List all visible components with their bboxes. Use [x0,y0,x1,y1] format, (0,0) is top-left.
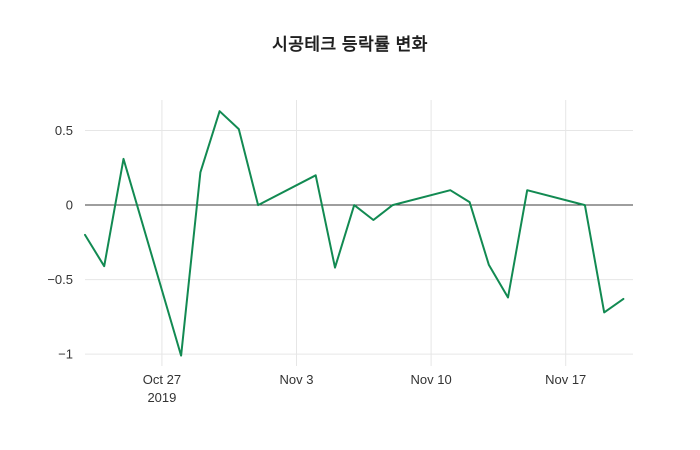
y-tick-label: 0 [66,198,73,213]
x-tick-label: Nov 17 [545,372,586,387]
chart-title: 시공테크 등락률 변화 [272,35,428,54]
y-tick-label: −1 [58,347,73,362]
y-tick-label: −0.5 [47,272,73,287]
x-tick-label: Nov 3 [280,372,314,387]
x-tick-sublabel: 2019 [147,390,176,405]
x-tick-label: Nov 10 [411,372,452,387]
y-tick-label: 0.5 [55,123,73,138]
price-change-line [84,110,625,357]
x-tick-label: Oct 27 [143,372,181,387]
